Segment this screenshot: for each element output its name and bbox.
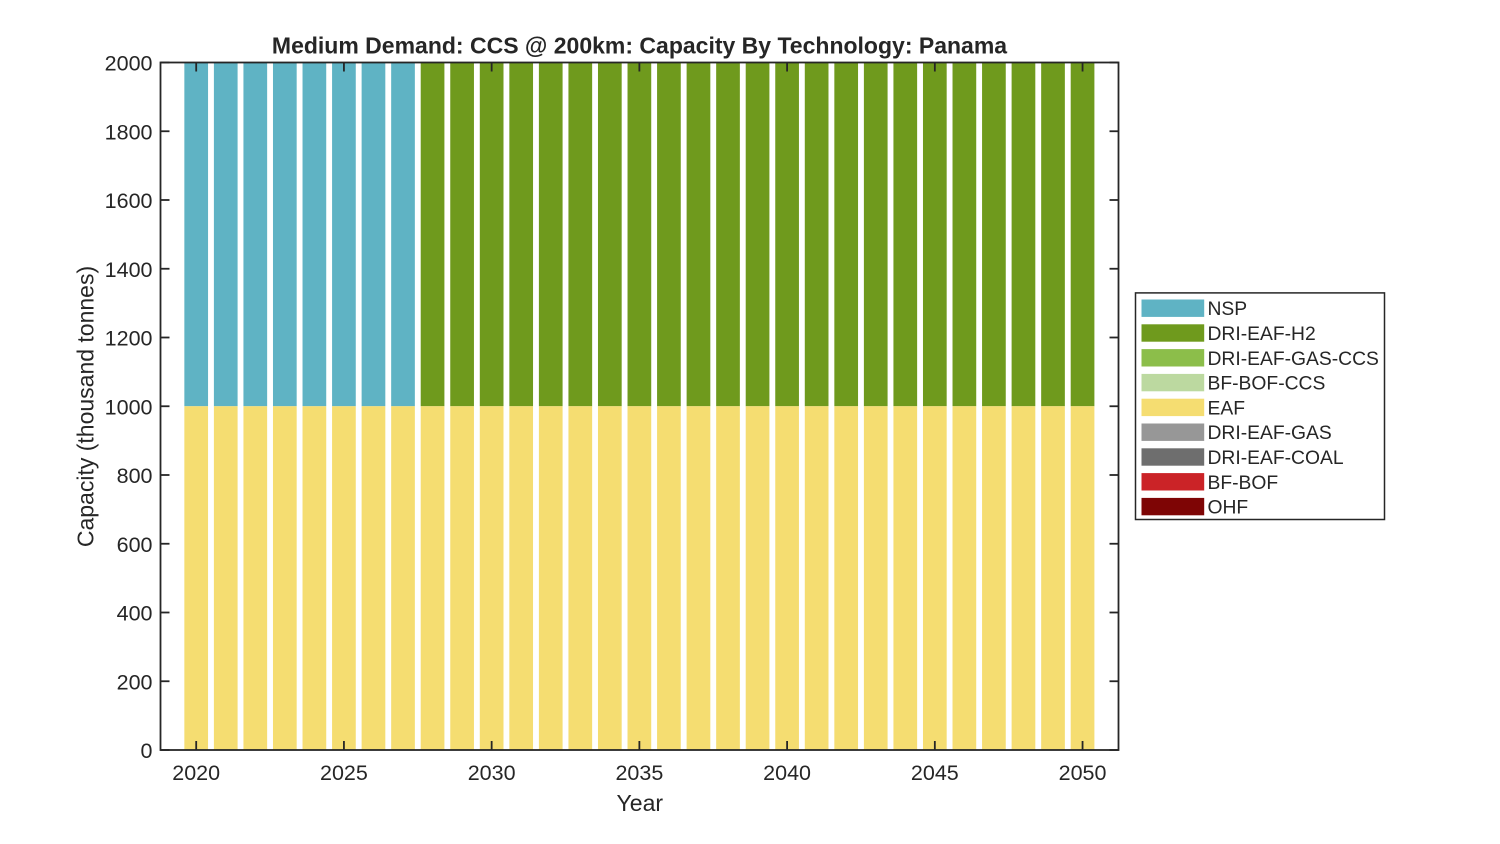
svg-text:DRI-EAF-GAS-CCS: DRI-EAF-GAS-CCS <box>1208 349 1379 370</box>
svg-text:400: 400 <box>117 602 153 626</box>
svg-text:Capacity (thousand tonnes): Capacity (thousand tonnes) <box>73 266 99 547</box>
svg-text:0: 0 <box>141 739 153 763</box>
svg-text:800: 800 <box>117 464 153 488</box>
svg-text:600: 600 <box>117 533 153 557</box>
svg-text:2000: 2000 <box>105 52 153 76</box>
svg-text:2030: 2030 <box>468 761 516 785</box>
svg-text:1600: 1600 <box>105 189 153 213</box>
svg-text:Medium Demand: CCS @ 200km: Ca: Medium Demand: CCS @ 200km: Capacity By … <box>272 33 1007 59</box>
svg-text:Year: Year <box>617 790 664 816</box>
svg-text:2050: 2050 <box>1059 761 1107 785</box>
svg-text:1200: 1200 <box>105 327 153 351</box>
svg-text:DRI-EAF-H2: DRI-EAF-H2 <box>1208 324 1316 345</box>
svg-text:DRI-EAF-GAS: DRI-EAF-GAS <box>1208 423 1332 444</box>
svg-text:NSP: NSP <box>1208 299 1248 320</box>
svg-text:1000: 1000 <box>105 395 153 419</box>
svg-text:2040: 2040 <box>763 761 811 785</box>
svg-text:BF-BOF: BF-BOF <box>1208 473 1279 494</box>
svg-text:EAF: EAF <box>1208 398 1246 419</box>
svg-text:BF-BOF-CCS: BF-BOF-CCS <box>1208 374 1326 395</box>
svg-text:2020: 2020 <box>172 761 220 785</box>
svg-text:2045: 2045 <box>911 761 959 785</box>
svg-text:1400: 1400 <box>105 258 153 282</box>
svg-text:1800: 1800 <box>105 120 153 144</box>
svg-text:2025: 2025 <box>320 761 368 785</box>
svg-text:OHF: OHF <box>1208 498 1249 519</box>
svg-text:DRI-EAF-COAL: DRI-EAF-COAL <box>1208 448 1344 469</box>
svg-text:2035: 2035 <box>615 761 663 785</box>
svg-text:200: 200 <box>117 670 153 694</box>
